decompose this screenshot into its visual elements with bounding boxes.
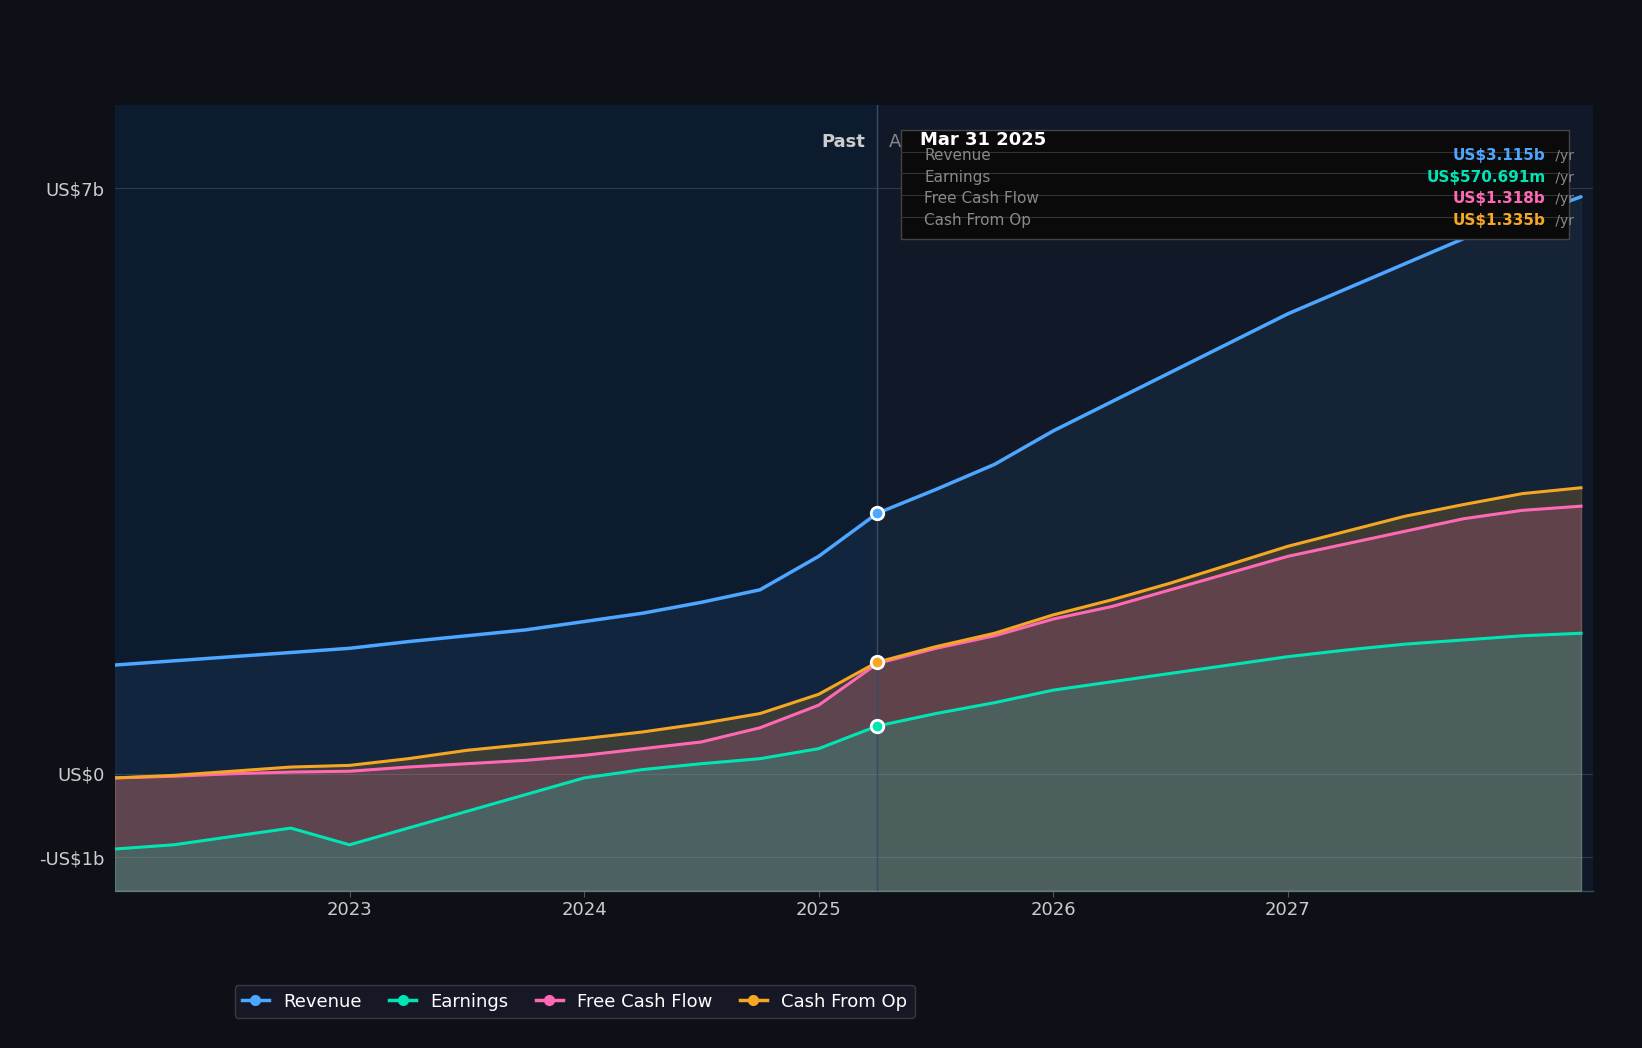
FancyBboxPatch shape: [901, 130, 1570, 239]
Text: Mar 31 2025: Mar 31 2025: [920, 131, 1046, 149]
Text: Earnings: Earnings: [924, 170, 990, 184]
Bar: [877, 105, 1593, 891]
Text: Analysts Forecasts: Analysts Forecasts: [888, 133, 1057, 151]
Text: US$1.318b: US$1.318b: [1453, 192, 1545, 206]
Text: /yr: /yr: [1550, 149, 1573, 163]
Text: US$570.691m: US$570.691m: [1427, 170, 1545, 184]
Text: /yr: /yr: [1550, 171, 1573, 184]
Text: /yr: /yr: [1550, 214, 1573, 228]
Text: Free Cash Flow: Free Cash Flow: [924, 192, 1039, 206]
Legend: Revenue, Earnings, Free Cash Flow, Cash From Op: Revenue, Earnings, Free Cash Flow, Cash …: [235, 985, 915, 1018]
Text: US$3.115b: US$3.115b: [1453, 148, 1545, 163]
Text: US$1.335b: US$1.335b: [1453, 213, 1545, 228]
Text: Past: Past: [821, 133, 865, 151]
Bar: [115, 105, 877, 891]
Text: Revenue: Revenue: [924, 148, 992, 163]
Text: Cash From Op: Cash From Op: [924, 213, 1031, 228]
Text: /yr: /yr: [1550, 193, 1573, 206]
